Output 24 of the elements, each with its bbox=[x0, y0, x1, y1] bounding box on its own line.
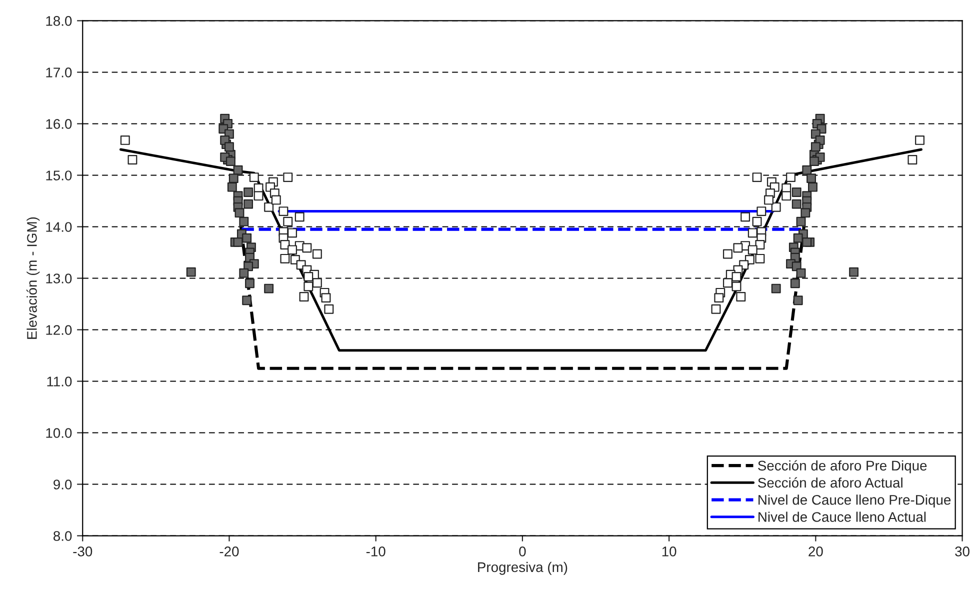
x-tick-label: -20 bbox=[220, 546, 239, 556]
y-axis-title: Elevación (m - IGM) bbox=[26, 217, 40, 339]
y-tick-label: 14.0 bbox=[46, 222, 72, 232]
legend-label: Sección de aforo Actual bbox=[758, 477, 902, 488]
y-tick-label: 13.0 bbox=[46, 274, 72, 284]
x-tick-label: -30 bbox=[73, 546, 92, 556]
x-tick-label: 20 bbox=[808, 546, 823, 556]
y-tick-label: 10.0 bbox=[46, 428, 72, 438]
y-tick-label: 11.0 bbox=[47, 376, 72, 386]
x-tick-label: 30 bbox=[955, 546, 970, 556]
x-tick-label: 0 bbox=[519, 546, 526, 556]
legend-label: Nivel de Cauce lleno Pre-Dique bbox=[758, 494, 951, 508]
y-tick-label: 15.0 bbox=[46, 170, 72, 180]
y-tick-label: 9.0 bbox=[54, 480, 72, 490]
legend-label: Sección de aforo Pre Dique bbox=[758, 460, 927, 474]
x-axis-title: Progresiva (m) bbox=[478, 562, 568, 575]
y-tick-label: 12.0 bbox=[46, 325, 72, 335]
legend-label: Nivel de Cauce lleno Actual bbox=[758, 512, 926, 522]
x-tick-label: 10 bbox=[662, 546, 676, 556]
y-tick-label: 18.0 bbox=[46, 16, 72, 26]
x-tick-label: -10 bbox=[366, 546, 386, 556]
y-tick-label: 16.0 bbox=[46, 119, 72, 129]
y-tick-label: 8.0 bbox=[54, 531, 72, 541]
y-tick-label: 17.0 bbox=[46, 68, 72, 78]
